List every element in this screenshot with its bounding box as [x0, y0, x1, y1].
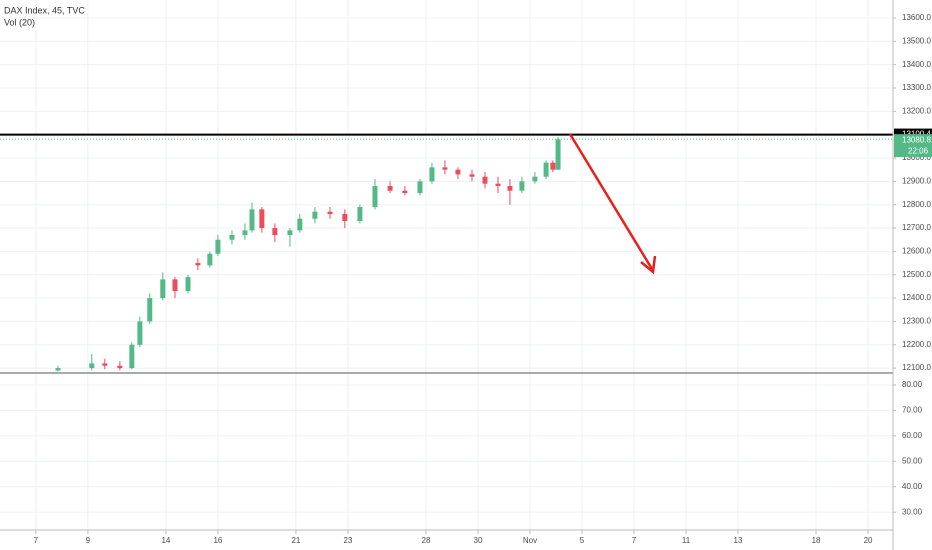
arrow-head — [640, 255, 657, 275]
x-tick-label: 18 — [812, 536, 821, 545]
y-tick-label: 80.00 — [902, 380, 923, 389]
y-tick-label: 13300.0 — [902, 83, 931, 92]
candle-body — [532, 176, 538, 182]
y-tick-label: 12900.0 — [902, 176, 931, 185]
last-price-label: 13080.8 — [902, 135, 931, 144]
y-tick-label: 12400.0 — [902, 293, 931, 302]
last-price-box — [894, 134, 932, 158]
y-tick-label: 30.00 — [902, 507, 923, 516]
candle-body — [507, 186, 513, 191]
countdown-label: 22:06 — [908, 146, 929, 155]
candle-body — [469, 174, 475, 177]
x-tick-label: 21 — [291, 536, 300, 545]
candle-body — [147, 298, 153, 322]
y-tick-label: 40.00 — [902, 482, 923, 491]
candle-body — [272, 228, 278, 236]
x-tick-label: 30 — [474, 536, 483, 545]
chart-title: DAX Index, 45, TVC — [4, 5, 85, 15]
candle-body — [229, 235, 235, 240]
candle-body — [402, 190, 408, 194]
candle-body — [495, 183, 501, 187]
candle-body — [55, 368, 61, 371]
x-tick-label: 7 — [34, 536, 39, 545]
candle-body — [89, 363, 95, 369]
candle-body — [137, 321, 143, 345]
candle-body — [429, 167, 435, 182]
x-tick-label: 9 — [86, 536, 91, 545]
candle-body — [215, 239, 221, 254]
y-tick-label: 13200.0 — [902, 106, 931, 115]
y-tick-label: 12700.0 — [902, 223, 931, 232]
volume-title: Vol (20) — [4, 17, 35, 27]
candle-body — [249, 209, 255, 231]
y-tick-label: 12100.0 — [902, 363, 931, 372]
candle-body — [357, 207, 363, 222]
candle-body — [207, 253, 213, 266]
arrow-line — [568, 133, 654, 270]
candle-body — [372, 186, 378, 208]
y-tick-label: 12800.0 — [902, 200, 931, 209]
overlay-layer: 7 9 14 16 21 23 28 30 Nov 5 7 11 13 18 20 12100.0 12200.… — [34, 13, 932, 545]
x-tick-label: 7 — [632, 536, 637, 545]
x-tick-label: 20 — [864, 536, 873, 545]
y-tick-label: 12500.0 — [902, 270, 931, 279]
candle-body — [242, 230, 248, 236]
y-tick-label: 12600.0 — [902, 246, 931, 255]
candle-body — [387, 186, 393, 191]
candle-body — [442, 167, 448, 170]
candle-body — [543, 162, 549, 177]
candle-body — [117, 365, 123, 369]
candle-body — [102, 363, 108, 366]
candle-body — [417, 181, 423, 194]
candle-body — [185, 277, 191, 292]
candle-body — [195, 263, 201, 266]
y-tick-label: 13600.0 — [902, 13, 931, 22]
y-tick-label: 13500.0 — [902, 36, 931, 45]
x-tick-label: 13 — [734, 536, 743, 545]
candle-body — [455, 169, 461, 175]
candle-body — [129, 344, 135, 369]
x-tick-label: 16 — [213, 536, 222, 545]
candle-body — [550, 162, 556, 170]
x-tick-label: 5 — [580, 536, 585, 545]
y-tick-label: 12200.0 — [902, 340, 931, 349]
marks-layer — [0, 17, 896, 534]
x-tick-label: 11 — [682, 536, 691, 545]
candle-body — [259, 209, 265, 229]
candle-body — [482, 176, 488, 184]
candle-body — [287, 230, 293, 236]
candle-body — [172, 279, 178, 292]
y-tick-label: 13400.0 — [902, 60, 931, 69]
x-tick-label: 14 — [161, 536, 170, 545]
x-tick-label: 28 — [422, 536, 431, 545]
x-tick-label: 23 — [343, 536, 352, 545]
y-tick-label: 70.00 — [902, 406, 923, 415]
y-tick-label: 60.00 — [902, 431, 923, 440]
x-tick-label: Nov — [523, 536, 537, 545]
y-tick-label: 13000.0 — [902, 153, 931, 162]
candle-body — [555, 139, 561, 170]
candle-body — [160, 279, 166, 299]
y-tick-label: 12300.0 — [902, 317, 931, 326]
candle-body — [342, 214, 348, 222]
candle-body — [519, 181, 525, 191]
candle-body — [297, 218, 303, 231]
y-tick-label: 50.00 — [902, 456, 923, 465]
candle-body — [312, 211, 318, 219]
candle-body — [327, 211, 333, 215]
